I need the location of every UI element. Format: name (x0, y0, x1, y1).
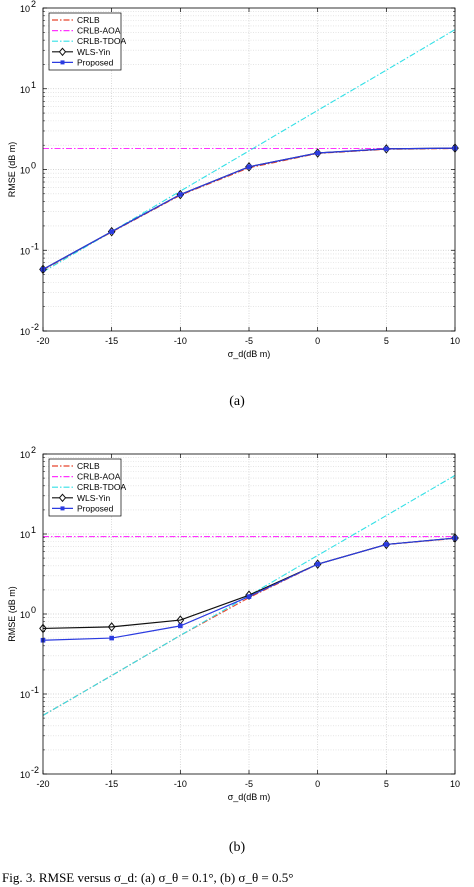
y-tick-label: 10 (20, 690, 30, 700)
legend-label: CRLB-TDOA (77, 36, 126, 46)
data-point-square (246, 594, 252, 599)
x-tick-label: -15 (105, 336, 118, 346)
x-tick-label: -20 (36, 336, 49, 346)
grid (43, 8, 455, 331)
x-tick-label: -10 (174, 336, 187, 346)
legend-label: Proposed (77, 503, 114, 513)
y-tick-label: 10 (20, 770, 30, 780)
y-tick-base: 10 (20, 770, 30, 780)
y-tick-base: 10 (20, 530, 30, 540)
legend-marker-diamond (58, 493, 67, 503)
y-tick-label: 10 (20, 327, 30, 337)
y-tick-exponent: 0 (31, 161, 36, 171)
data-point-square (246, 164, 252, 170)
figure-caption: Fig. 3. RMSE versus σ_d: (a) σ_θ = 0.1°,… (2, 870, 293, 885)
x-axis-label: σ_d(dB m) (228, 349, 271, 359)
data-point-square (109, 635, 114, 641)
grid (43, 454, 455, 774)
legend-marker-square (60, 60, 65, 65)
y-tick-exponent: -2 (31, 765, 39, 775)
legend-label: WLS-Yin (77, 47, 110, 57)
data-point-square (178, 192, 183, 197)
data-point-square (315, 150, 320, 156)
y-tick-exponent: 1 (31, 525, 36, 535)
y-tick-exponent: 0 (31, 605, 36, 615)
x-tick-label: 10 (450, 336, 460, 346)
subcaption-a: (a) (229, 394, 245, 409)
y-tick-base: 10 (20, 450, 30, 460)
data-point-square (109, 229, 114, 234)
legend-label: CRLB-TDOA (77, 482, 126, 492)
plot-frame (42, 453, 456, 775)
y-tick-exponent: -2 (31, 322, 39, 332)
y-tick-label: 10 (20, 166, 30, 176)
plot-frame (42, 7, 456, 332)
legend-marker-diamond (58, 47, 67, 57)
y-tick-label: 10 (20, 4, 30, 14)
y-tick-label: 10 (20, 450, 30, 460)
y-tick-label: 10 (20, 530, 30, 540)
data-point-diamond (245, 590, 253, 600)
y-tick-exponent: -1 (31, 241, 39, 251)
y-tick-base: 10 (20, 690, 30, 700)
x-tick-label: -10 (174, 779, 187, 789)
y-tick-base: 10 (20, 85, 30, 95)
y-tick-label: 10 (20, 246, 30, 256)
y-tick-exponent: -1 (31, 685, 39, 695)
x-tick-label: -20 (36, 779, 49, 789)
y-tick-base: 10 (20, 4, 30, 14)
legend-label: CRLB (77, 461, 100, 471)
series-line-crlb-tdoa (42, 29, 456, 273)
x-tick-label: 0 (315, 779, 320, 789)
x-tick-label: 5 (384, 779, 389, 789)
x-tick-label: -15 (105, 779, 118, 789)
y-tick-label: 10 (20, 610, 30, 620)
y-tick-base: 10 (20, 166, 30, 176)
legend-marker-square (60, 506, 65, 511)
y-axis-label: RMSE (dB m) (7, 586, 17, 642)
subcaption-b: (b) (229, 840, 246, 855)
data-point-diamond (107, 622, 116, 632)
y-tick-label: 10 (20, 85, 30, 95)
legend-label: CRLB-AOA (77, 26, 121, 36)
y-tick-exponent: 2 (31, 0, 36, 9)
y-axis-label: RMSE (dB m) (7, 142, 17, 198)
x-tick-label: 5 (384, 336, 389, 346)
y-tick-exponent: 1 (31, 80, 36, 90)
legend-label: CRLB (77, 15, 100, 25)
y-tick-base: 10 (20, 610, 30, 620)
x-axis-label: σ_d(dB m) (228, 792, 271, 802)
data-point-square (384, 542, 389, 547)
y-tick-exponent: 2 (31, 445, 36, 455)
series-group (39, 474, 459, 716)
legend-label: WLS-Yin (77, 493, 110, 503)
legend-label: CRLB-AOA (77, 472, 121, 482)
y-tick-base: 10 (20, 327, 30, 337)
x-tick-label: 10 (450, 779, 460, 789)
x-tick-label: 0 (315, 336, 320, 346)
x-tick-label: -5 (245, 336, 253, 346)
data-point-square (178, 623, 183, 629)
y-tick-base: 10 (20, 246, 30, 256)
data-point-square (315, 561, 320, 567)
x-tick-label: -5 (245, 779, 253, 789)
legend-label: Proposed (77, 57, 114, 67)
data-point-square (384, 146, 389, 152)
